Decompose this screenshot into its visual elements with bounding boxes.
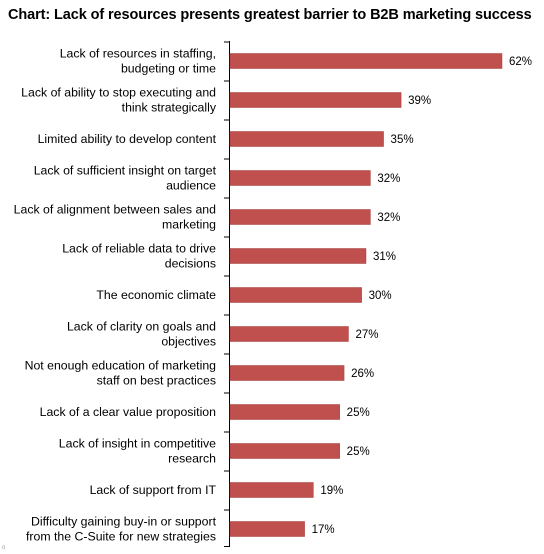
bar — [229, 131, 384, 147]
bar — [229, 170, 371, 186]
category-label: The economic climate — [96, 288, 216, 302]
data-label: 25% — [347, 407, 370, 419]
data-label: 27% — [355, 329, 378, 341]
category-label: marketing — [162, 218, 216, 232]
bar — [229, 404, 340, 420]
category-label: Lack of resources in staffing, — [60, 47, 216, 61]
data-label: 26% — [351, 368, 374, 380]
data-label: 30% — [369, 290, 392, 302]
category-label: Difficulty gaining buy-in or support — [31, 515, 217, 529]
category-label: Lack of sufficient insight on target — [34, 164, 217, 178]
category-label: Lack of a clear value proposition — [40, 405, 217, 419]
bar — [229, 209, 371, 225]
category-label: budgeting or time — [121, 62, 216, 76]
category-label: from the C-Suite for new strategies — [26, 530, 216, 544]
bar — [229, 443, 340, 459]
bar — [229, 482, 314, 498]
chart-title: Chart: Lack of resources presents greate… — [8, 7, 532, 23]
data-label: 32% — [377, 212, 400, 224]
data-label: 35% — [391, 134, 414, 146]
data-label: 32% — [377, 173, 400, 185]
category-label: audience — [166, 179, 216, 193]
bar — [229, 287, 362, 303]
category-label: Lack of clarity on goals and — [67, 320, 216, 334]
bar — [229, 326, 349, 342]
data-label: 19% — [320, 485, 343, 497]
data-label: 62% — [509, 56, 532, 68]
bar — [229, 521, 305, 537]
category-label: objectives — [161, 335, 216, 349]
category-label: research — [168, 452, 216, 466]
category-label: Lack of alignment between sales and — [14, 203, 217, 217]
data-label: 17% — [312, 524, 335, 536]
category-label: decisions — [165, 257, 216, 271]
category-label: staff on best practices — [97, 374, 216, 388]
footnote-mark: o — [2, 545, 6, 551]
data-label: 31% — [373, 251, 396, 263]
data-label: 25% — [347, 446, 370, 458]
bar — [229, 92, 402, 108]
category-label: Not enough education of marketing — [25, 359, 217, 373]
category-label: Limited ability to develop content — [38, 132, 217, 146]
category-label: Lack of insight in competitive — [59, 437, 216, 451]
bar — [229, 365, 345, 381]
category-label: Lack of support from IT — [90, 483, 217, 497]
bar — [229, 248, 367, 264]
bar — [229, 53, 503, 69]
category-label: Lack of ability to stop executing and — [21, 86, 216, 100]
data-label: 39% — [408, 95, 431, 107]
category-label: Lack of reliable data to drive — [62, 242, 216, 256]
category-label: think strategically — [122, 101, 217, 115]
